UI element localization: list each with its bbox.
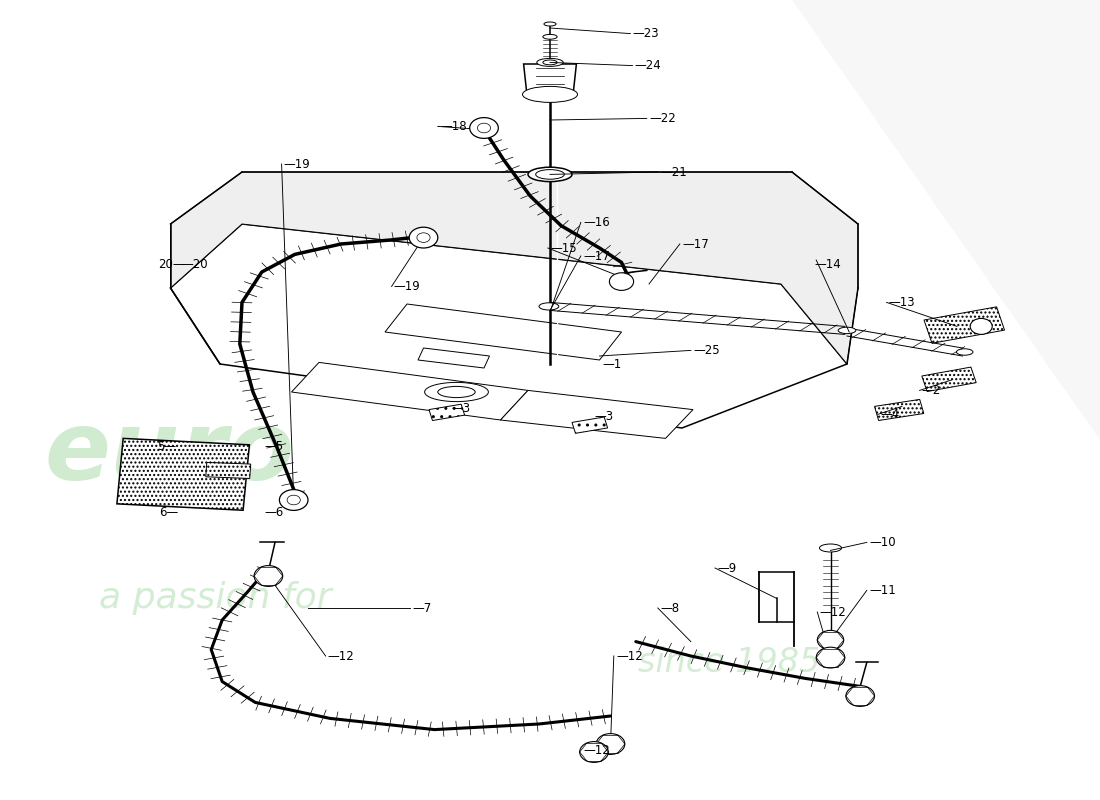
Text: —11: —11 <box>869 584 895 597</box>
Text: —12: —12 <box>583 744 609 757</box>
Text: —3: —3 <box>451 402 470 414</box>
Text: —12: —12 <box>328 650 354 662</box>
Text: —3: —3 <box>594 410 613 422</box>
Polygon shape <box>792 0 1100 440</box>
Text: —18: —18 <box>440 120 466 133</box>
Text: —5: —5 <box>264 440 283 453</box>
Text: —1: —1 <box>603 358 623 370</box>
Circle shape <box>596 734 625 754</box>
Ellipse shape <box>539 302 559 310</box>
Text: —16: —16 <box>583 216 609 229</box>
Text: 6—: 6— <box>160 506 178 518</box>
Circle shape <box>846 686 874 706</box>
Circle shape <box>580 742 608 762</box>
Ellipse shape <box>544 22 556 26</box>
Bar <box>922 367 976 391</box>
Text: —23: —23 <box>632 27 659 40</box>
Text: 5—: 5— <box>157 440 176 453</box>
Text: —17: —17 <box>682 238 708 250</box>
Ellipse shape <box>956 349 974 355</box>
Text: —24: —24 <box>635 59 661 72</box>
Text: euro: euro <box>44 407 294 500</box>
Ellipse shape <box>438 386 475 398</box>
Ellipse shape <box>820 544 842 552</box>
Ellipse shape <box>425 382 488 402</box>
Text: —19: —19 <box>284 158 310 170</box>
Bar <box>874 399 924 421</box>
Bar <box>117 438 250 510</box>
Ellipse shape <box>537 58 563 66</box>
Circle shape <box>254 566 283 586</box>
Text: —7: —7 <box>412 602 431 614</box>
Polygon shape <box>524 64 576 94</box>
Ellipse shape <box>542 34 557 39</box>
Polygon shape <box>418 348 490 368</box>
Text: —9: —9 <box>717 562 737 574</box>
Text: —25: —25 <box>693 344 719 357</box>
Text: —10: —10 <box>869 536 895 549</box>
Circle shape <box>279 490 308 510</box>
Text: —12: —12 <box>820 606 846 618</box>
Circle shape <box>816 647 845 668</box>
Text: —19: —19 <box>394 280 420 293</box>
Ellipse shape <box>522 86 578 102</box>
Text: —12: —12 <box>616 650 642 662</box>
Text: —15: —15 <box>550 242 576 254</box>
Bar <box>572 417 607 434</box>
Ellipse shape <box>542 60 557 65</box>
Polygon shape <box>385 304 622 360</box>
Circle shape <box>417 233 430 242</box>
Circle shape <box>409 227 438 248</box>
Circle shape <box>287 495 300 505</box>
Polygon shape <box>170 224 847 428</box>
Polygon shape <box>292 362 528 420</box>
Text: —8: —8 <box>660 602 679 614</box>
Bar <box>206 462 251 478</box>
Text: —6: —6 <box>264 506 284 518</box>
Ellipse shape <box>528 167 572 182</box>
Circle shape <box>477 123 491 133</box>
Text: —20: —20 <box>182 258 208 270</box>
Text: —21: —21 <box>660 166 686 178</box>
Ellipse shape <box>536 170 564 179</box>
Text: since 1985: since 1985 <box>638 646 821 679</box>
Text: —22: —22 <box>649 112 675 125</box>
Text: —4: —4 <box>880 408 900 421</box>
Text: 20—: 20— <box>158 258 185 270</box>
Text: a passion for: a passion for <box>99 581 331 615</box>
Circle shape <box>817 630 844 650</box>
Ellipse shape <box>838 327 856 334</box>
Text: —2: —2 <box>922 384 940 397</box>
Bar <box>924 307 1004 343</box>
Bar <box>429 404 464 421</box>
Text: —13: —13 <box>889 296 915 309</box>
Polygon shape <box>170 172 858 364</box>
Circle shape <box>470 118 498 138</box>
Circle shape <box>609 273 634 290</box>
Text: —14: —14 <box>814 258 840 270</box>
Circle shape <box>970 318 992 334</box>
Text: —17: —17 <box>583 250 609 262</box>
Polygon shape <box>500 390 693 438</box>
